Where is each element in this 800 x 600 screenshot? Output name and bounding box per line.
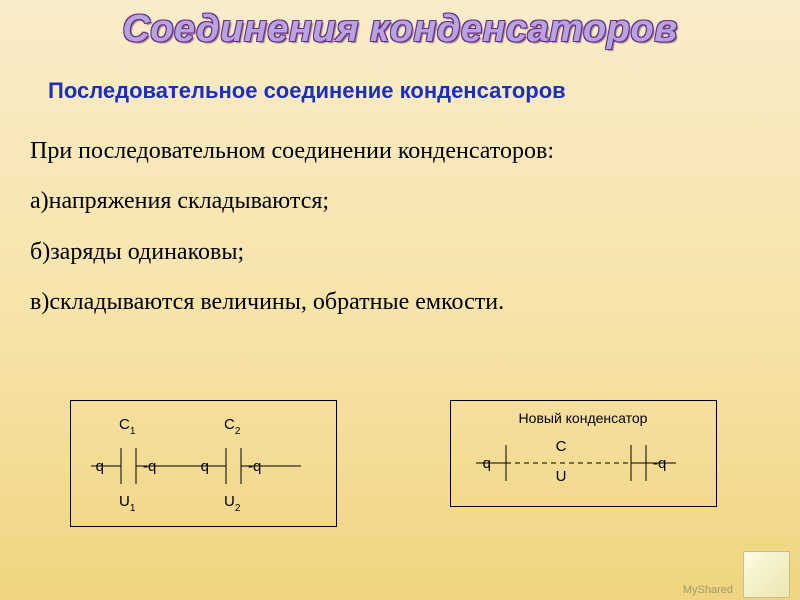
c1-label: С	[119, 416, 130, 433]
watermark-link[interactable]: MyShared	[683, 584, 733, 596]
body-item-a: а)напряжения складываются;	[30, 176, 770, 226]
diagram-series-capacitors: С1 q -q U1 С2 q -q U2	[70, 400, 337, 527]
right-diagram-title: Новый конденсатор	[519, 410, 648, 426]
c2-q-neg: -q	[248, 458, 261, 475]
body-intro: При последовательном соединении конденса…	[30, 126, 770, 176]
body-item-b: б)заряды одинаковы;	[30, 227, 770, 277]
page-title-wrap: Соединения конденсаторов	[0, 8, 800, 51]
diagram-equivalent-capacitor: Новый конденсатор С U q -q	[450, 400, 717, 507]
c1-q-neg: -q	[143, 458, 156, 475]
c1-sub: 1	[130, 426, 136, 437]
capacitor-1: С1 q -q U1	[91, 416, 196, 514]
body-item-c: в)складываются величины, обратные емкост…	[30, 277, 770, 327]
u-eq-label: U	[556, 468, 567, 485]
diagram-equivalent-svg: Новый конденсатор С U q -q	[451, 401, 716, 506]
eq-q-pos: q	[483, 455, 491, 472]
capacitor-equivalent: С U q -q	[476, 438, 676, 485]
watermark-logo-icon	[743, 551, 790, 598]
watermark: MyShared	[683, 580, 733, 598]
c2-label: С	[224, 416, 235, 433]
body-text: При последовательном соединении конденса…	[30, 126, 770, 328]
u1-label: U	[119, 493, 130, 510]
page-title: Соединения конденсаторов	[122, 8, 677, 50]
capacitor-2: С2 q -q U2	[196, 416, 301, 514]
section-subtitle: Последовательное соединение конденсаторо…	[48, 78, 566, 104]
u1-sub: 1	[130, 503, 136, 514]
c2-sub: 2	[235, 426, 241, 437]
c2-q-pos: q	[201, 458, 209, 475]
svg-text:С1: С1	[119, 416, 136, 437]
c-eq-label: С	[556, 438, 567, 455]
u2-sub: 2	[235, 503, 241, 514]
svg-text:U1: U1	[119, 493, 136, 514]
eq-q-neg: -q	[653, 455, 666, 472]
svg-text:U2: U2	[224, 493, 241, 514]
u2-label: U	[224, 493, 235, 510]
c1-q-pos: q	[96, 458, 104, 475]
svg-text:С2: С2	[224, 416, 241, 437]
diagram-series-svg: С1 q -q U1 С2 q -q U2	[71, 401, 336, 526]
